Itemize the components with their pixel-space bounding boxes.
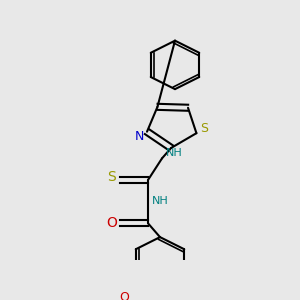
Text: S: S bbox=[200, 122, 208, 135]
Text: NH: NH bbox=[152, 196, 168, 206]
Text: N: N bbox=[134, 130, 144, 142]
Text: O: O bbox=[119, 291, 129, 300]
Text: NH: NH bbox=[166, 148, 182, 158]
Text: S: S bbox=[108, 170, 116, 184]
Text: O: O bbox=[106, 216, 117, 230]
